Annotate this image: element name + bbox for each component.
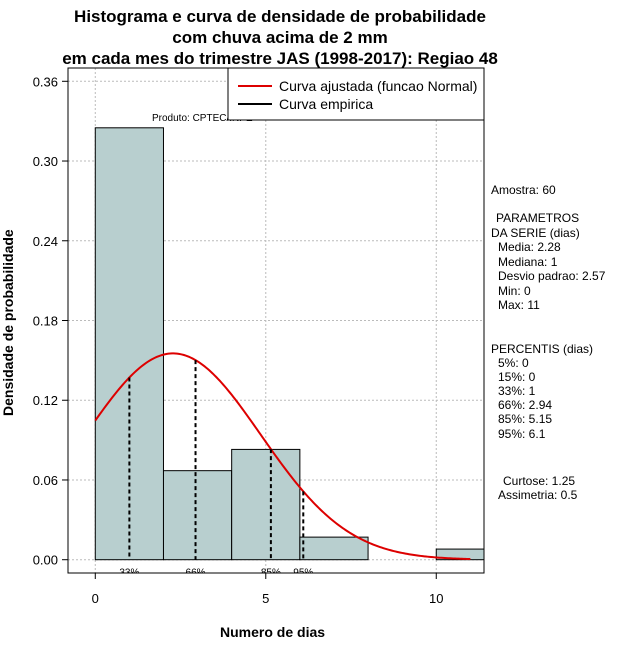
product-annotation: Produto: CPTEC/INPE: [152, 113, 253, 124]
percentile-label: 95%: [293, 568, 313, 579]
y-axis-label: Densidade de probabilidade: [0, 229, 16, 416]
legend-label: Curva empirica: [279, 96, 373, 112]
max-text: Max: 11: [498, 298, 540, 312]
histogram-bar: [435, 548, 484, 561]
y-tick-label: 0.18: [33, 314, 58, 329]
y-tick-label: 0.24: [33, 234, 58, 249]
params-title-2: DA SERIE (dias): [491, 226, 580, 240]
y-tick-label: 0.12: [33, 393, 58, 408]
chart-title-line-2: com chuva acima de 2 mm: [172, 28, 388, 47]
histogram-bar: [231, 448, 301, 561]
x-tick-label: 10: [429, 591, 443, 606]
percentile-label: 66%: [186, 568, 206, 579]
percentile-95-text: 95%: 6.1: [498, 427, 546, 441]
x-tick-label: 5: [262, 591, 269, 606]
legend-background: [227, 68, 484, 121]
normal-fit-curve: [94, 352, 471, 561]
histogram-bar: [299, 536, 369, 561]
histogram-bar: [162, 470, 233, 561]
skewness-text: Assimetria: 0.5: [498, 488, 578, 502]
percentile-label: 85%: [261, 568, 281, 579]
params-title-1: PARAMETROS: [496, 211, 580, 225]
percentile-85-text: 85%: 5.15: [498, 412, 553, 426]
y-tick-label: 0.00: [33, 553, 58, 568]
legend-label: Curva ajustada (funcao Normal): [279, 78, 477, 94]
percentile-33-text: 33%: 1: [498, 384, 536, 398]
y-tick-label: 0.36: [33, 74, 58, 89]
chart-title-line-3: em cada mes do trimestre JAS (1998-2017)…: [62, 49, 498, 68]
mean-text: Media: 2.28: [498, 240, 561, 254]
median-text: Mediana: 1: [498, 255, 558, 269]
percentiles-title: PERCENTIS (dias): [491, 342, 594, 356]
legend-box: Curva ajustada (funcao Normal) Curva empi…: [227, 68, 484, 121]
sample-size-text: Amostra: 60: [491, 183, 556, 197]
chart-title-line-1: Histograma e curva de densidade de proba…: [74, 7, 486, 26]
percentile-66-text: 66%: 2.94: [498, 398, 553, 412]
x-tick-label: 0: [92, 591, 99, 606]
percentile-label: 33%: [119, 568, 139, 579]
percentile-15-text: 15%: 0: [498, 370, 536, 384]
min-text: Min: 0: [498, 284, 531, 298]
histogram-bar: [94, 127, 164, 561]
percentile-5-text: 5%: 0: [498, 356, 529, 370]
x-axis-label: Numero de dias: [220, 624, 326, 640]
y-tick-label: 0.30: [33, 154, 58, 169]
kurtosis-text: Curtose: 1.25: [503, 474, 576, 488]
y-tick-label: 0.06: [33, 473, 58, 488]
std-dev-text: Desvio padrao: 2.57: [498, 269, 606, 283]
